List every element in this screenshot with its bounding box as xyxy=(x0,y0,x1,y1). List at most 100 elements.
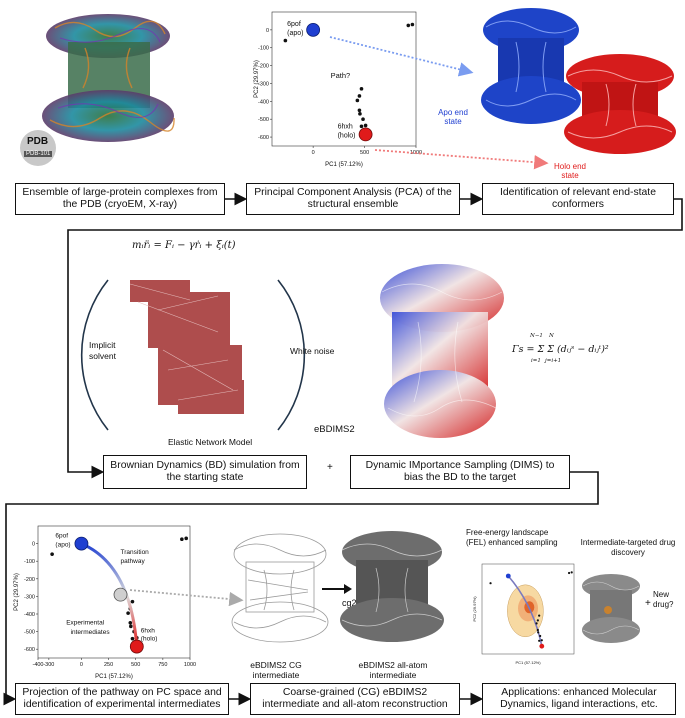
pdb-logo-text: PDB xyxy=(27,136,49,147)
cg-label: eBDIMS2 CG intermediate xyxy=(250,660,302,680)
sum-upper-2: N xyxy=(549,333,554,339)
fel-point xyxy=(489,582,492,585)
pdb101-logo-text: PDB-101 xyxy=(24,151,53,157)
plus-sign: + xyxy=(327,462,333,473)
box-projection: Projection of the pathway on PC space an… xyxy=(15,683,229,715)
apo-id-label: 6pof xyxy=(287,21,301,28)
x-axis-label: PC1 (57.12%) xyxy=(95,674,133,680)
fel-point xyxy=(540,639,543,642)
apo-id-label: 6pof xyxy=(55,533,68,540)
x-tick-label: -300 xyxy=(43,662,54,668)
fel-point xyxy=(539,634,542,638)
fel-y-label: PC2 (29.97%) xyxy=(472,596,477,622)
data-point xyxy=(355,98,360,103)
holo-id-label: 6hxh xyxy=(141,628,155,635)
holo-id-label: 6hxh xyxy=(338,123,353,130)
box-end-states: Identification of relevant end-state con… xyxy=(482,183,674,215)
x-tick-label: 0 xyxy=(312,150,315,156)
data-point xyxy=(361,117,365,121)
box-coarse-grained: Coarse-grained (CG) eBDIMS2 intermediate… xyxy=(250,683,460,715)
data-point xyxy=(50,552,54,556)
data-point xyxy=(130,599,135,604)
x-tick-label: 1000 xyxy=(184,662,196,668)
fel-point xyxy=(538,614,541,617)
intermediate-point xyxy=(113,587,128,602)
drug-discovery-label: Intermediate-targeted drug discovery xyxy=(580,538,676,557)
holo-state-label: (holo) xyxy=(338,132,356,139)
apo-point xyxy=(74,536,89,551)
box-pca: Principal Component Analysis (PCA) of th… xyxy=(246,183,460,215)
experimental-label-1: Experimental xyxy=(66,620,104,627)
box-pdb-ensemble: Ensemble of large-protein complexes from… xyxy=(15,183,225,215)
data-point xyxy=(184,536,188,541)
fel-apo-point xyxy=(505,573,511,579)
holo-end-label: Holo end state xyxy=(553,162,587,180)
pca-bottom-chart: 0-100-200-300-400-500-600-400 -300 0 250 500… xyxy=(14,525,196,680)
y-tick-label: -200 xyxy=(24,577,35,583)
y-tick-label: -200 xyxy=(258,64,269,70)
y-tick-label: -400 xyxy=(258,99,269,105)
x-tick-label: 500 xyxy=(131,662,140,668)
y-tick-label: -300 xyxy=(24,594,35,600)
fel-point xyxy=(538,639,541,642)
fel-point xyxy=(536,619,539,622)
fel-point xyxy=(536,628,539,632)
plot-frame xyxy=(271,11,417,147)
y-tick-label: -500 xyxy=(258,117,269,123)
fel-point xyxy=(537,631,540,634)
transition-label-1: Transition xyxy=(121,549,150,556)
data-point xyxy=(129,624,133,629)
data-point xyxy=(130,636,135,641)
fel-point xyxy=(567,571,571,575)
implicit-solvent-label: Implicit solvent xyxy=(89,340,116,361)
fel-x-label: PC1 (57.12%) xyxy=(515,660,541,665)
data-point xyxy=(410,22,415,27)
y-axis-label: PC2 (29.97%) xyxy=(14,573,20,611)
data-point xyxy=(357,94,362,98)
x-tick-label: 0 xyxy=(80,662,83,668)
langevin-equation: mᵢr̈ᵢ = Fᵢ − γṙᵢ + ξᵢ(t) xyxy=(132,240,236,251)
data-point xyxy=(126,611,130,615)
drug-target-image xyxy=(582,574,640,643)
y-axis-label: PC2 (29.97%) xyxy=(254,60,260,98)
data-point xyxy=(128,621,133,625)
data-point xyxy=(359,87,364,91)
ebdims2-label: eBDIMS2 xyxy=(314,424,355,435)
fel-chart: PC1 (57.12%) PC2 (29.97%) xyxy=(472,563,575,665)
new-drug-label: New drug? xyxy=(653,590,674,609)
sum-upper-1: N−1 xyxy=(530,333,543,339)
holo-point xyxy=(358,127,373,142)
y-tick-label: -500 xyxy=(24,630,35,636)
y-tick-label: 0 xyxy=(266,28,269,34)
box-dims: Dynamic IMportance Sampling (DIMS) to bi… xyxy=(350,455,570,489)
ebdims2-structure-image xyxy=(380,264,504,438)
all-atom-intermediate-image xyxy=(340,531,444,642)
y-tick-label: -100 xyxy=(24,559,35,565)
transition-label-2: pathway xyxy=(121,558,146,565)
holo-state-label: (holo) xyxy=(141,636,158,643)
fel-label: Free-energy landscape (FEL) enhanced sam… xyxy=(466,528,558,547)
x-axis-label: PC1 (57.12%) xyxy=(325,162,363,168)
holo-end-state-image xyxy=(564,54,676,154)
data-point xyxy=(283,38,288,43)
y-tick-label: 0 xyxy=(32,542,35,548)
apo-end-state-image xyxy=(481,8,581,124)
data-point xyxy=(180,537,184,541)
all-atom-label: eBDIMS2 all-atom intermediate xyxy=(358,660,428,680)
x-tick-label: 250 xyxy=(104,662,113,668)
box-applications: Applications: enhanced Molecular Dynamic… xyxy=(482,683,676,715)
x-tick-label: 1000 xyxy=(410,150,422,156)
pca-top-chart: 0 -100 -200 -300 -400 -500 -600 0 500 1000 PC1 (57… xyxy=(254,11,422,168)
data-point xyxy=(406,23,411,28)
y-tick-label: -100 xyxy=(258,46,269,52)
data-point xyxy=(363,123,368,128)
data-point xyxy=(358,112,362,116)
x-tick-label: -400 xyxy=(32,662,43,668)
sum-lower-1: i=1 xyxy=(531,358,541,364)
x-tick-label: 500 xyxy=(360,150,369,156)
box-brownian-dynamics: Brownian Dynamics (BD) simulation from t… xyxy=(103,455,307,489)
fel-point xyxy=(535,622,538,625)
white-noise-label: White noise xyxy=(290,346,335,356)
enm-label: Elastic Network Model xyxy=(168,437,253,447)
